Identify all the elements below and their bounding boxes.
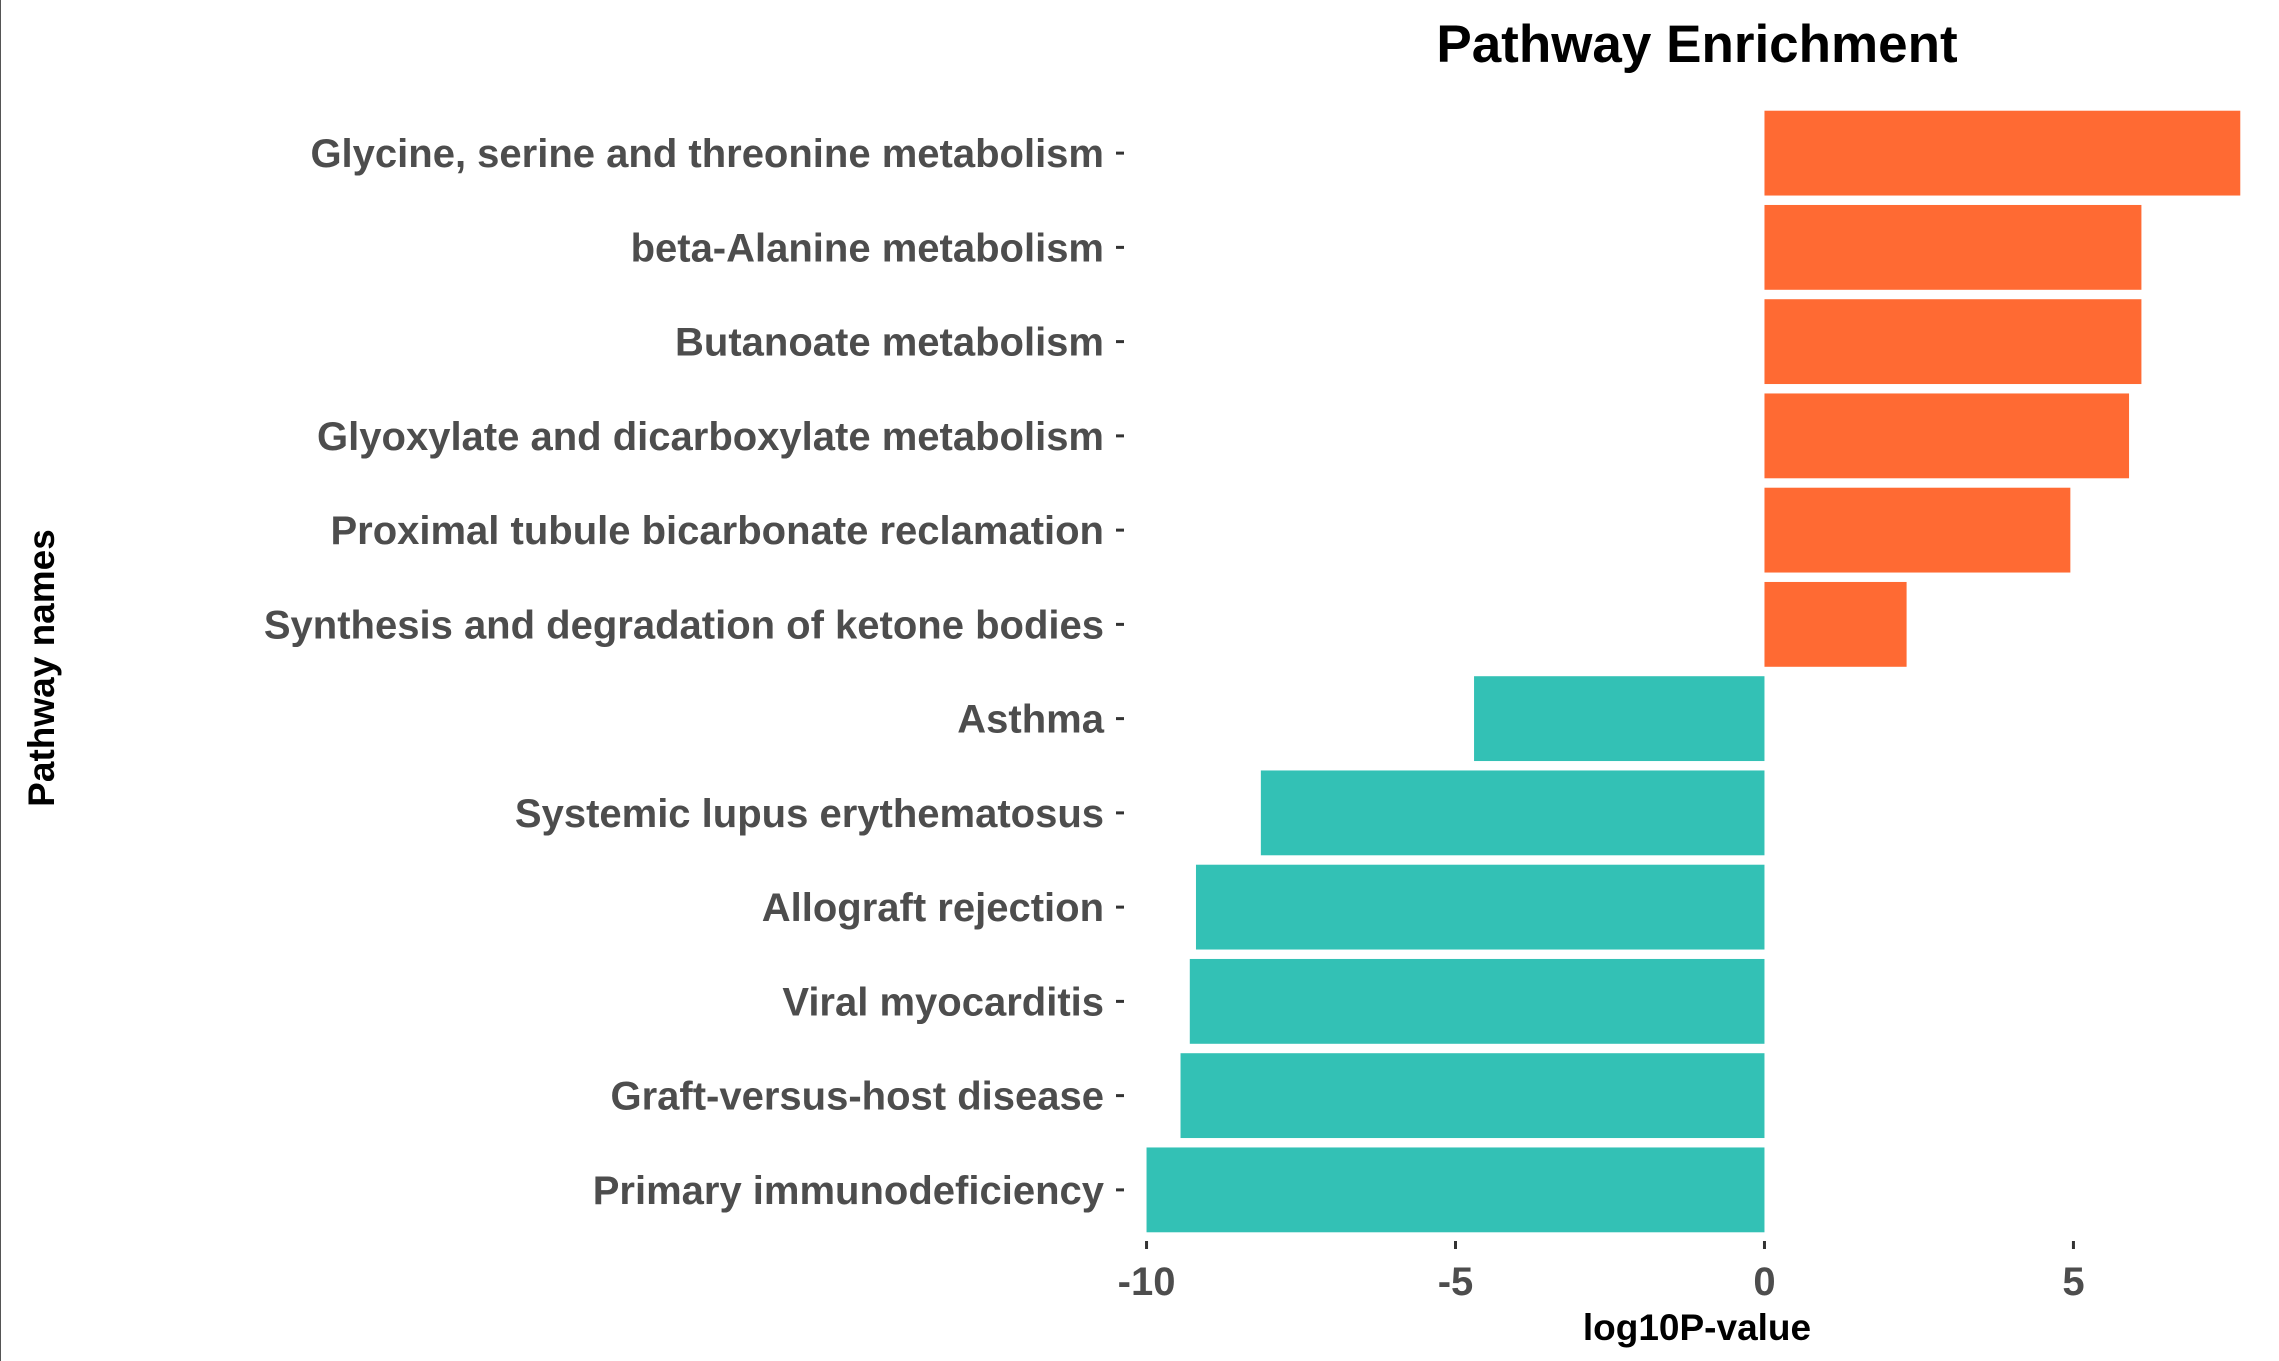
y-axis-label: Pathway names [21, 529, 62, 807]
left-border-line [0, 0, 1, 1361]
y-tick-label-2: Butanoate metabolism [675, 321, 1104, 365]
x-axis-ticks: -10 -5 0 5 [1118, 1241, 2085, 1304]
chart-title: Pathway Enrichment [1436, 15, 1957, 74]
y-tick-label-4: Proximal tubule bicarbonate reclamation [330, 509, 1104, 553]
y-tick-label-6: Asthma [957, 698, 1104, 742]
y-tick-label-0: Glycine, serine and threonine metabolism [310, 132, 1104, 176]
y-tick-label-8: Allograft rejection [762, 886, 1104, 930]
x-tick-label-0: -10 [1118, 1260, 1176, 1304]
x-tick-label-1: -5 [1438, 1260, 1474, 1304]
bar-1 [1764, 204, 2142, 290]
y-tick-label-3: Glyoxylate and dicarboxylate metabolism [317, 415, 1104, 459]
y-tick-label-10: Graft-versus-host disease [610, 1075, 1104, 1119]
y-tick-label-11: Primary immunodeficiency [593, 1169, 1105, 1213]
x-axis-label: log10P-value [1583, 1307, 1811, 1348]
bar-9 [1189, 958, 1765, 1044]
y-axis-ticks: Glycine, serine and threonine metabolism… [264, 132, 1124, 1213]
bar-8 [1195, 864, 1765, 950]
bars-layer [1146, 110, 2241, 1233]
bar-7 [1260, 770, 1765, 856]
bar-11 [1146, 1147, 1765, 1233]
y-tick-label-5: Synthesis and degradation of ketone bodi… [264, 603, 1104, 647]
x-tick-label-3: 5 [2062, 1260, 2084, 1304]
bar-0 [1764, 110, 2241, 196]
x-tick-label-2: 0 [1753, 1260, 1775, 1304]
y-tick-label-7: Systemic lupus erythematosus [515, 792, 1104, 836]
bar-5 [1764, 581, 1907, 667]
y-tick-label-1: beta-Alanine metabolism [631, 226, 1104, 270]
bar-4 [1764, 487, 2071, 573]
y-tick-label-9: Viral myocarditis [782, 980, 1104, 1024]
bar-10 [1180, 1053, 1765, 1139]
bar-3 [1764, 393, 2130, 479]
bar-2 [1764, 299, 2142, 385]
bar-6 [1474, 676, 1765, 762]
